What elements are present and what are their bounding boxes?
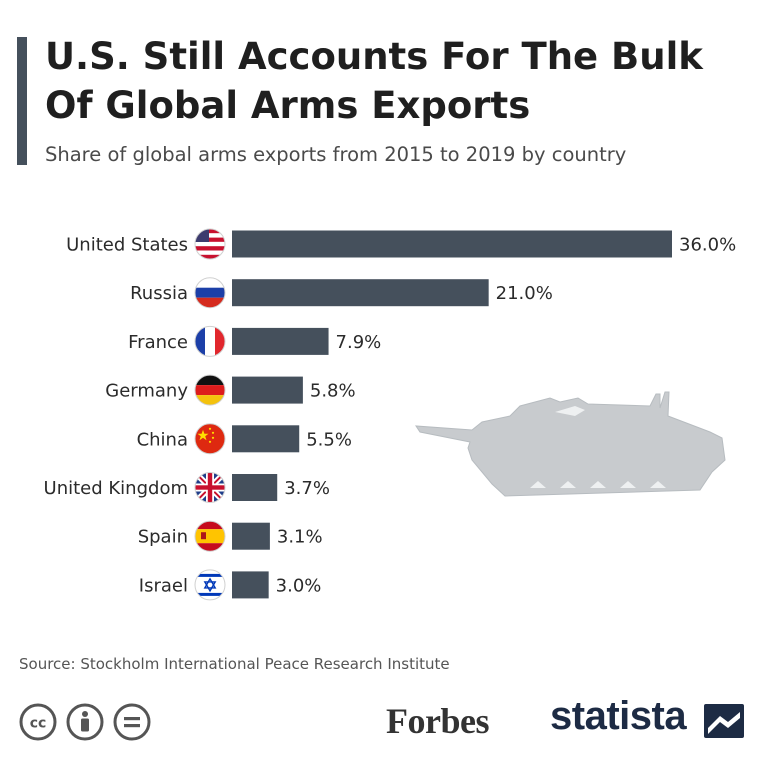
title-accent-bar (17, 37, 27, 165)
tank-illustration (415, 391, 726, 497)
svg-text:cc: cc (30, 716, 47, 732)
bar (232, 425, 300, 453)
spain-flag-icon (194, 520, 226, 552)
value-label: 3.1% (277, 527, 323, 548)
forbes-logo: Forbes (386, 701, 489, 741)
value-label: 3.7% (284, 478, 330, 499)
attribution-icon[interactable] (66, 703, 104, 741)
chart-subtitle: Share of global arms exports from 2015 t… (45, 143, 627, 166)
category-label: United States (66, 235, 188, 256)
bar (232, 230, 672, 258)
uk-flag-icon (194, 472, 226, 503)
category-label: Spain (138, 527, 188, 548)
bar (232, 571, 269, 599)
bar (232, 279, 489, 307)
value-label: 36.0% (679, 235, 736, 256)
france-flag-icon (194, 325, 226, 357)
source-note: Source: Stockholm International Peace Re… (19, 655, 450, 673)
category-label: France (128, 332, 188, 353)
bar-chart: United States 36.0% Russia 21.0% France 7.9% G… (44, 228, 736, 601)
value-label: 5.5% (306, 429, 352, 450)
us-flag-icon (194, 228, 226, 260)
category-label: Russia (130, 283, 188, 304)
russia-flag-icon (194, 277, 226, 309)
category-label: Germany (105, 381, 188, 402)
bar (232, 522, 270, 550)
chart-title: U.S. Still Accounts For The Bulk Of Glob… (45, 35, 703, 127)
category-label: United Kingdom (44, 478, 188, 499)
no-derivatives-icon[interactable] (113, 703, 151, 741)
value-label: 21.0% (496, 283, 553, 304)
bar (232, 327, 329, 355)
bar (232, 474, 278, 501)
statista-logo-icon (704, 704, 744, 738)
value-label: 7.9% (336, 332, 382, 353)
china-flag-icon (194, 423, 226, 455)
value-label: 5.8% (310, 381, 356, 402)
category-label: Israel (139, 575, 188, 596)
cc-icon[interactable]: cc (19, 703, 57, 741)
israel-flag-icon (194, 569, 226, 601)
germany-flag-icon (194, 374, 226, 406)
value-label: 3.0% (276, 575, 322, 596)
bar (232, 376, 303, 404)
license-icons: cc (19, 703, 151, 741)
statista-logo-text: statista (550, 694, 687, 738)
category-label: China (137, 429, 188, 450)
